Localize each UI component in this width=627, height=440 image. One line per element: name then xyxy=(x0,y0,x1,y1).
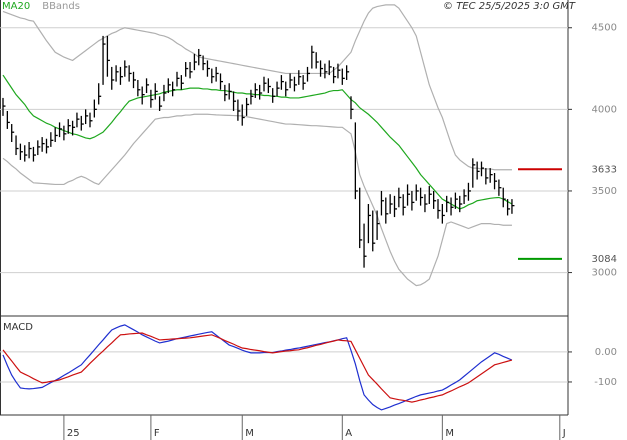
legend-entry: MA20 xyxy=(2,1,30,12)
y-tick-label: -100 xyxy=(594,377,617,388)
x-tick-label: A xyxy=(345,428,352,439)
x-tick-label: M xyxy=(445,428,454,439)
legend-entry: BBands xyxy=(42,1,80,12)
x-tick-label: M xyxy=(245,428,254,439)
y-tick-label: 0.00 xyxy=(595,347,617,358)
annotation: © TEC 25/5/2025 3:0 GMT xyxy=(443,1,576,12)
band-line xyxy=(2,113,512,287)
level-label: 3084 xyxy=(592,254,617,265)
level-label: 3633 xyxy=(592,164,617,175)
macd-title: MACD xyxy=(3,322,33,333)
y-tick-label: 3000 xyxy=(592,268,617,279)
series-line xyxy=(2,332,513,403)
band-line xyxy=(2,4,512,171)
series-line xyxy=(2,74,513,210)
y-tick-label: 4000 xyxy=(592,104,617,115)
y-tick-label: 4500 xyxy=(592,23,617,34)
series-line xyxy=(2,324,513,411)
x-tick-label: 25 xyxy=(67,428,80,439)
x-tick-label: J xyxy=(562,428,566,439)
x-tick-label: F xyxy=(154,428,160,439)
y-tick-label: 3500 xyxy=(592,186,617,197)
